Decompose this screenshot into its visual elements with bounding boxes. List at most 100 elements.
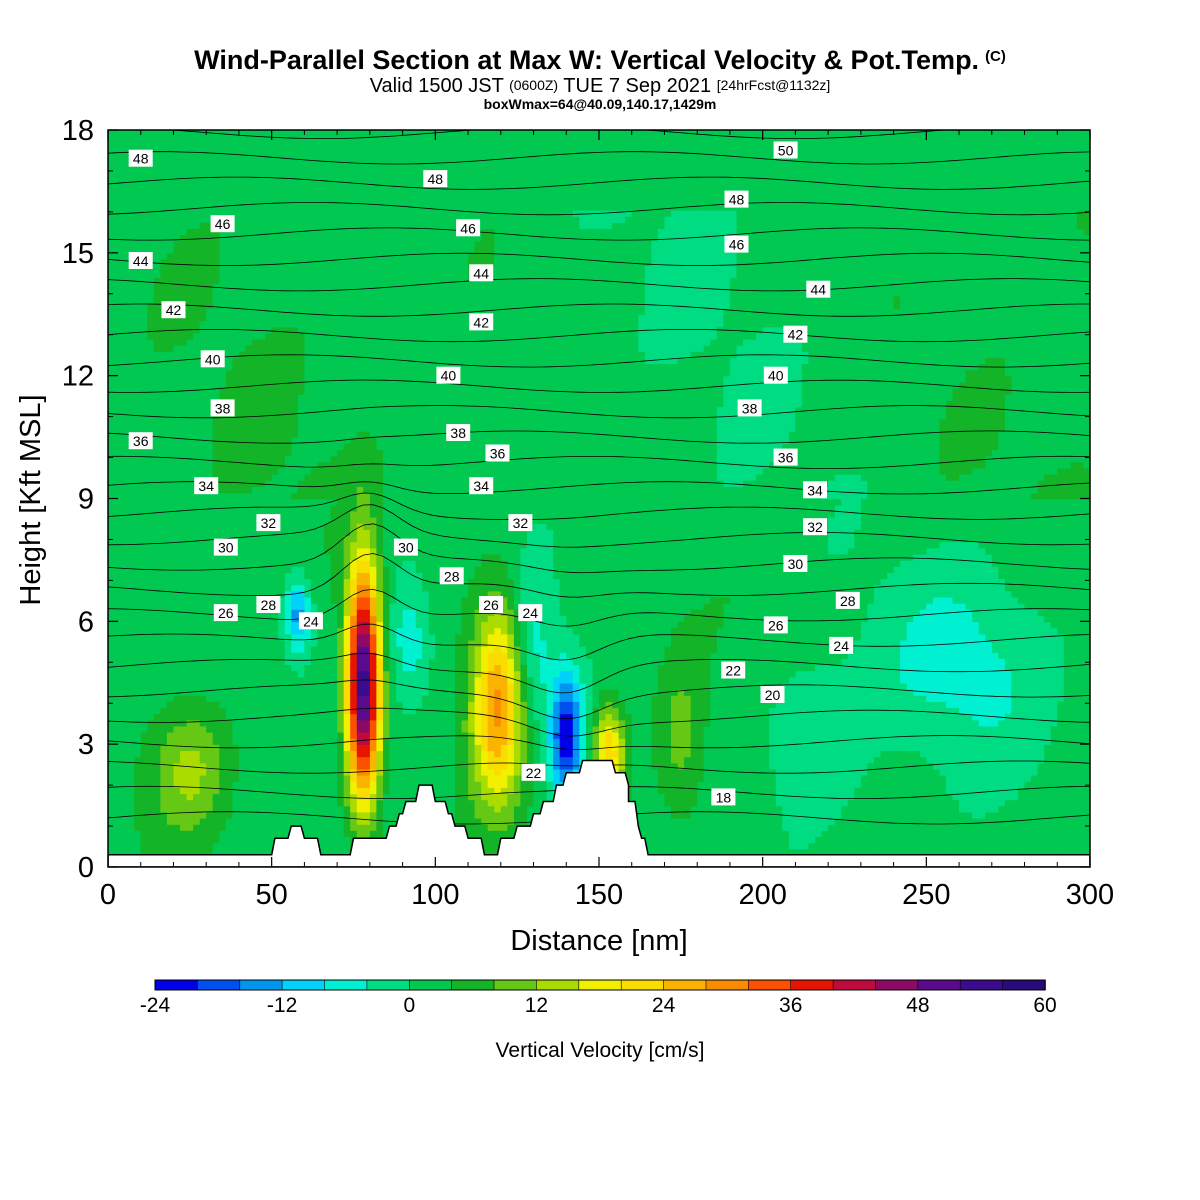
velocity-cell <box>206 830 214 837</box>
velocity-cell <box>238 228 247 236</box>
velocity-cell <box>317 731 325 739</box>
velocity-cell <box>212 817 220 825</box>
velocity-cell <box>160 295 168 303</box>
velocity-cell <box>343 130 351 137</box>
velocity-cell <box>127 817 135 825</box>
velocity-cell <box>356 553 365 561</box>
velocity-cell <box>297 744 306 752</box>
velocity-cell <box>350 154 358 162</box>
velocity-cell <box>369 467 378 475</box>
velocity-cell <box>199 645 207 653</box>
velocity-cell <box>160 719 168 727</box>
velocity-cell <box>265 590 273 598</box>
velocity-cell <box>310 516 319 524</box>
velocity-cell <box>166 185 175 193</box>
velocity-cell <box>140 602 148 610</box>
velocity-cell <box>225 633 234 641</box>
velocity-cell <box>356 424 365 432</box>
velocity-cell <box>330 621 338 629</box>
velocity-cell <box>369 173 378 180</box>
velocity-cell <box>245 768 253 776</box>
velocity-cell <box>140 627 148 635</box>
velocity-cell <box>363 154 371 162</box>
velocity-cell <box>140 289 148 297</box>
velocity-cell <box>265 332 273 340</box>
velocity-cell <box>278 584 286 592</box>
velocity-cell <box>330 412 338 420</box>
velocity-cell <box>258 443 266 451</box>
velocity-cell <box>173 590 181 598</box>
velocity-cell <box>232 480 240 487</box>
velocity-cell <box>304 252 312 260</box>
velocity-cell <box>114 830 122 837</box>
velocity-cell <box>114 492 122 500</box>
velocity-cell <box>258 793 266 801</box>
velocity-cell <box>153 627 162 635</box>
velocity-cell <box>238 345 247 352</box>
velocity-cell <box>219 209 227 217</box>
velocity-cell <box>265 676 273 684</box>
velocity-cell <box>278 670 286 678</box>
velocity-cell <box>238 302 247 309</box>
velocity-cell <box>258 658 266 666</box>
velocity-cell <box>212 136 220 143</box>
velocity-cell <box>304 559 312 567</box>
velocity-cell <box>127 449 135 457</box>
velocity-cell <box>252 357 260 365</box>
velocity-cell <box>330 713 338 721</box>
velocity-cell <box>153 302 162 309</box>
velocity-cell <box>140 185 148 193</box>
velocity-cell <box>350 682 358 690</box>
velocity-cell <box>350 424 358 432</box>
velocity-cell <box>238 590 247 598</box>
velocity-cell <box>219 461 227 469</box>
velocity-cell <box>291 191 299 199</box>
velocity-cell <box>238 842 247 850</box>
velocity-cell <box>153 387 162 395</box>
velocity-cell <box>278 369 286 377</box>
velocity-cell <box>271 467 279 475</box>
velocity-cell <box>199 670 207 678</box>
velocity-cell <box>343 424 351 432</box>
velocity-cell <box>153 455 162 463</box>
velocity-cell <box>337 197 345 205</box>
velocity-cell <box>199 701 207 709</box>
velocity-cell <box>284 830 293 837</box>
velocity-cell <box>173 744 181 752</box>
velocity-cell <box>232 191 240 199</box>
velocity-cell <box>180 240 188 248</box>
velocity-cell <box>147 799 155 807</box>
velocity-cell <box>199 394 207 401</box>
velocity-cell <box>238 793 247 801</box>
velocity-cell <box>258 259 266 266</box>
velocity-cell <box>166 547 175 555</box>
velocity-cell <box>291 320 299 328</box>
velocity-cell <box>212 787 220 795</box>
velocity-cell <box>173 283 181 291</box>
velocity-cell <box>134 179 142 186</box>
velocity-cell <box>343 602 351 610</box>
velocity-cell <box>225 498 234 506</box>
velocity-cell <box>180 744 188 752</box>
velocity-cell <box>160 756 168 764</box>
velocity-cell <box>225 363 234 371</box>
velocity-cell <box>225 240 234 248</box>
velocity-cell <box>291 142 299 150</box>
velocity-cell <box>193 498 201 506</box>
velocity-cell <box>199 664 207 672</box>
velocity-cell <box>206 246 214 254</box>
velocity-cell <box>278 228 286 236</box>
velocity-cell <box>304 731 312 739</box>
velocity-cell <box>180 277 188 285</box>
velocity-cell <box>114 295 122 303</box>
velocity-cell <box>147 811 155 819</box>
velocity-cell <box>225 695 234 702</box>
velocity-cell <box>108 572 116 580</box>
velocity-cell <box>324 658 332 666</box>
velocity-cell <box>134 731 142 739</box>
velocity-cell <box>356 645 365 653</box>
velocity-cell <box>114 498 122 506</box>
velocity-cell <box>297 719 306 727</box>
velocity-cell <box>153 725 162 733</box>
velocity-cell <box>166 418 175 426</box>
